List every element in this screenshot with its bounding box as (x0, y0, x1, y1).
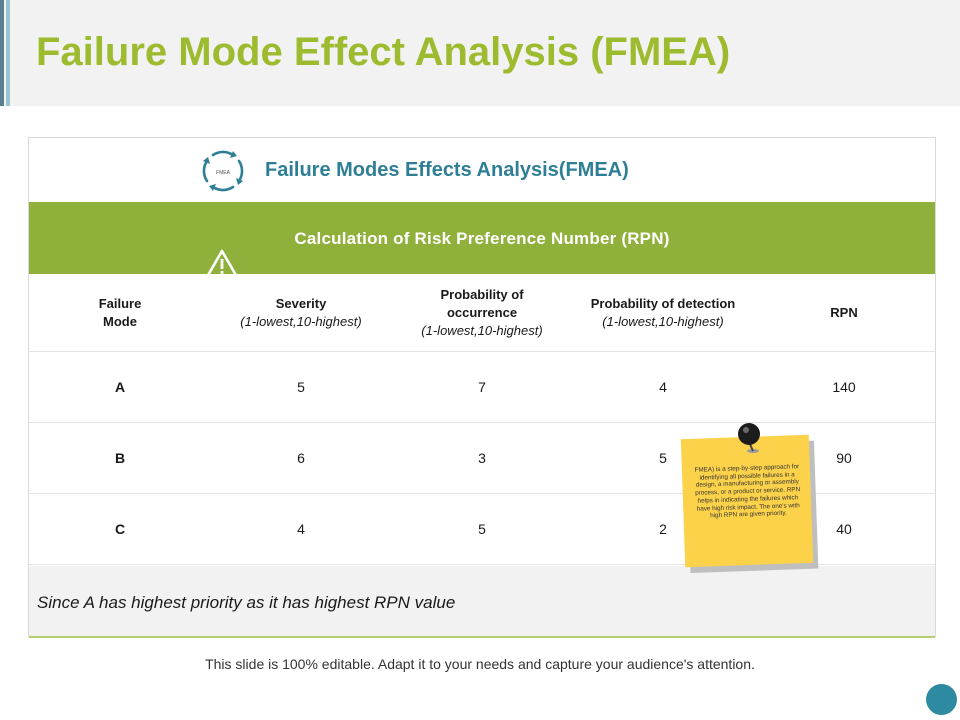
cell-rpn: 140 (832, 379, 856, 395)
slide-title: Failure Mode Effect Analysis (FMEA) (36, 30, 731, 74)
cell-detection: 5 (659, 450, 667, 466)
cell-severity: 5 (297, 379, 305, 395)
cell-rpn: 90 (836, 450, 852, 466)
cell-occurrence: 5 (478, 521, 486, 537)
cell-occurrence: 3 (478, 450, 486, 466)
header-failure-mode: Failure Mode (29, 274, 211, 351)
cell-occurrence: 7 (478, 379, 486, 395)
sticky-note-text: FMEA) is a step-by-step approach for ide… (694, 463, 801, 520)
header-sub: (1-lowest,10-highest) (602, 313, 724, 329)
header-main: Probability of occurrence (440, 286, 524, 320)
header-main: Failure Mode (98, 295, 142, 329)
title-band: Failure Mode Effect Analysis (FMEA) (0, 0, 960, 106)
fmea-card: FMEA Failure Modes Effects Analysis(FMEA… (28, 137, 936, 638)
header-severity: Severity (1-lowest,10-highest) (211, 274, 391, 351)
cell-detection: 2 (659, 521, 667, 537)
cell-failure-mode: B (114, 450, 126, 466)
sticky-note: FMEA) is a step-by-step approach for ide… (680, 434, 814, 568)
cell-failure-mode: A (114, 379, 126, 395)
table-header-row: Failure Mode Severity (1-lowest,10-highe… (29, 274, 935, 352)
footer-text: This slide is 100% editable. Adapt it to… (205, 656, 755, 672)
rpn-band-title: Calculation of Risk Preference Number (R… (294, 229, 670, 248)
conclusion-text: Since A has highest priority as it has h… (37, 593, 456, 612)
cell-rpn: 40 (836, 521, 852, 537)
corner-circle (926, 684, 957, 715)
header-detection: Probability of detection (1-lowest,10-hi… (573, 274, 753, 351)
icon-label: FMEA (216, 170, 231, 176)
header-sub: (1-lowest,10-highest) (240, 313, 362, 329)
header-main: Severity (275, 295, 327, 311)
cell-severity: 6 (297, 450, 305, 466)
cell-failure-mode: C (114, 521, 126, 537)
title-accent-bar (0, 0, 4, 106)
rpn-table: Failure Mode Severity (1-lowest,10-highe… (29, 274, 935, 565)
header-occurrence: Probability of occurrence (1-lowest,10-h… (391, 274, 573, 351)
card-title: Failure Modes Effects Analysis(FMEA) (265, 159, 629, 181)
cell-severity: 4 (297, 521, 305, 537)
header-main: RPN (830, 304, 858, 320)
header-rpn: RPN (753, 274, 935, 351)
header-main: Probability of detection (590, 295, 736, 311)
title-accent-bar-light (6, 0, 10, 106)
conclusion-box: Since A has highest priority as it has h… (29, 566, 935, 638)
table-row: B 6 3 5 90 (29, 423, 935, 494)
table-row: C 4 5 2 40 (29, 494, 935, 565)
header-sub: (1-lowest,10-highest) (421, 322, 543, 338)
rpn-band: Calculation of Risk Preference Number (R… (29, 202, 935, 279)
cell-detection: 4 (659, 379, 667, 395)
push-pin-icon (738, 423, 760, 453)
cycle-icon: FMEA (202, 150, 244, 192)
card-header: FMEA Failure Modes Effects Analysis(FMEA… (29, 138, 935, 202)
table-row: A 5 7 4 140 (29, 352, 935, 423)
warning-icon (205, 249, 239, 279)
